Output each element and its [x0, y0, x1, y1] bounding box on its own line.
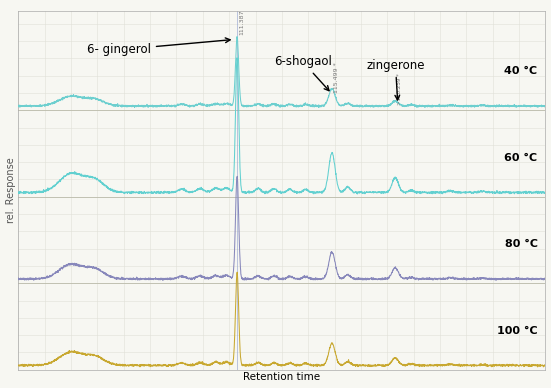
Text: 80 °C: 80 °C	[505, 239, 538, 249]
X-axis label: Retention time: Retention time	[244, 372, 321, 383]
Text: 6-shogaol: 6-shogaol	[274, 55, 332, 91]
Text: >120.259 *: >120.259 *	[397, 73, 402, 105]
Text: 60 °C: 60 °C	[504, 153, 538, 163]
Text: 6- gingerol: 6- gingerol	[87, 38, 230, 56]
Text: 100 °C: 100 °C	[497, 326, 538, 336]
Text: zingerone: zingerone	[366, 59, 425, 100]
Text: 111.387: 111.387	[239, 10, 244, 35]
Text: 115.499 *: 115.499 *	[334, 62, 339, 93]
Text: 40 °C: 40 °C	[504, 66, 538, 76]
Y-axis label: rel. Response: rel. Response	[6, 158, 15, 223]
